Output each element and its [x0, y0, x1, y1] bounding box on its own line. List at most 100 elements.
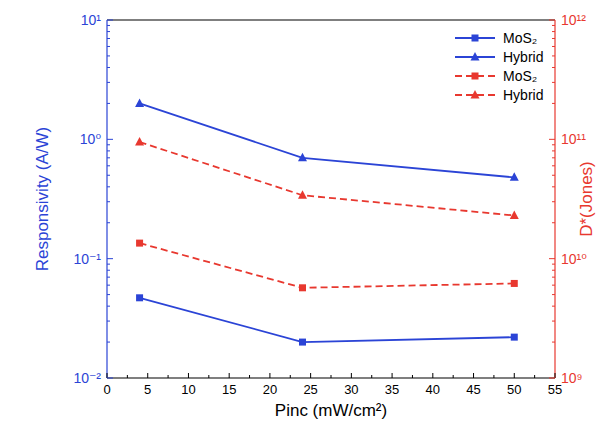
yticks-tick-label: 10⁰ — [80, 131, 102, 147]
x-minor-tick — [127, 375, 128, 378]
x-minor-tick — [168, 375, 169, 378]
marker — [299, 284, 306, 291]
series-line — [140, 243, 515, 288]
x-minor-tick — [371, 375, 372, 378]
yticks-minor-tick — [107, 306, 110, 307]
yticks-tick-label: 10⁻² — [73, 370, 101, 386]
y2ticks-minor-tick — [552, 82, 555, 83]
y2ticks-minor-tick — [552, 201, 555, 202]
yticks-minor-tick — [107, 38, 110, 39]
plot-area — [135, 98, 519, 345]
x-tick — [147, 373, 148, 378]
x-tick — [555, 373, 556, 378]
x-tick-label: 40 — [426, 382, 440, 397]
x-tick — [351, 373, 352, 378]
legend-symbol — [471, 52, 480, 61]
legend-label: Hybrid — [503, 49, 543, 65]
yticks-minor-tick — [107, 277, 110, 278]
y-axis — [106, 20, 107, 378]
x-tick — [432, 373, 433, 378]
y2ticks-tick — [549, 258, 555, 259]
y2ticks-minor-tick — [552, 165, 555, 166]
x-tick-label: 30 — [344, 382, 358, 397]
x-minor-tick — [412, 375, 413, 378]
legend-symbol — [472, 35, 479, 42]
marker — [136, 294, 143, 301]
legend-marker — [472, 35, 479, 42]
x-minor-tick — [493, 375, 494, 378]
frame-top — [107, 19, 555, 20]
x-tick — [473, 373, 474, 378]
y2ticks-minor-tick — [552, 157, 555, 158]
marker — [510, 211, 519, 220]
yticks-minor-tick — [107, 165, 110, 166]
legend-label: MoS₂ — [503, 68, 537, 84]
y2ticks-tick — [549, 139, 555, 140]
y2ticks-tick-label: 10⁹ — [561, 370, 583, 386]
marker — [298, 153, 307, 162]
legend: MoS₂ Hybrid MoS₂ Hybrid — [455, 30, 543, 103]
y2ticks-minor-tick — [552, 103, 555, 104]
x-tick-label: 5 — [144, 382, 151, 397]
x-tick-label: 50 — [507, 382, 521, 397]
marker — [511, 334, 518, 341]
y2ticks-minor-tick — [552, 25, 555, 26]
y2ticks-minor-tick — [552, 31, 555, 32]
legend-symbol — [472, 73, 479, 80]
marker — [299, 339, 306, 346]
marker — [135, 98, 144, 107]
y2ticks-minor-tick — [552, 38, 555, 39]
marker — [298, 190, 307, 199]
legend-symbol — [471, 90, 480, 99]
y2ticks-tick — [549, 20, 555, 21]
yticks-minor-tick — [107, 342, 110, 343]
legend-marker — [472, 73, 479, 80]
marker — [511, 280, 518, 287]
yticks-minor-tick — [107, 201, 110, 202]
y2-axis-label: D*(Jones) — [577, 161, 596, 237]
y2ticks-minor-tick — [552, 342, 555, 343]
legend-label: Hybrid — [503, 87, 543, 103]
yticks-minor-tick — [107, 31, 110, 32]
x-tick-label: 15 — [222, 382, 236, 397]
y2ticks-tick-label: 10¹¹ — [561, 131, 586, 147]
y2ticks-minor-tick — [552, 222, 555, 223]
series-line — [140, 298, 515, 342]
yticks-tick — [107, 258, 113, 259]
y2ticks-minor-tick — [552, 186, 555, 187]
yticks-minor-tick — [107, 82, 110, 83]
yticks-minor-tick — [107, 67, 110, 68]
yticks-minor-tick — [107, 222, 110, 223]
yticks-tick-label: 10¹ — [81, 12, 102, 28]
x-tick — [392, 373, 393, 378]
x-axis-label: Pinc (mW/cm²) — [275, 401, 387, 420]
yticks-minor-tick — [107, 25, 110, 26]
yticks-minor-tick — [107, 264, 110, 265]
legend-label: MoS₂ — [503, 30, 537, 46]
x-tick-label: 25 — [303, 382, 317, 397]
x-tick — [514, 373, 515, 378]
x-tick-label: 45 — [466, 382, 480, 397]
yticks-tick — [107, 20, 113, 21]
yticks-minor-tick — [107, 321, 110, 322]
marker — [136, 240, 143, 247]
x-tick — [229, 373, 230, 378]
yticks-tick — [107, 139, 113, 140]
yticks-tick-label: 10⁻¹ — [73, 251, 101, 267]
y2ticks-tick-label: 10¹⁰ — [561, 251, 587, 267]
yticks-tick — [107, 378, 113, 379]
yticks-minor-tick — [107, 144, 110, 145]
y2-axis — [554, 20, 555, 378]
x-tick — [107, 373, 108, 378]
y2ticks-tick-label: 10¹² — [561, 12, 586, 28]
x-minor-tick — [208, 375, 209, 378]
yticks-minor-tick — [107, 270, 110, 271]
x-tick-label: 0 — [103, 382, 110, 397]
y2ticks-minor-tick — [552, 264, 555, 265]
yticks-minor-tick — [107, 55, 110, 56]
series-line — [140, 142, 515, 216]
x-tick — [188, 373, 189, 378]
yticks-minor-tick — [107, 175, 110, 176]
y2ticks-minor-tick — [552, 270, 555, 271]
yticks-minor-tick — [107, 150, 110, 151]
